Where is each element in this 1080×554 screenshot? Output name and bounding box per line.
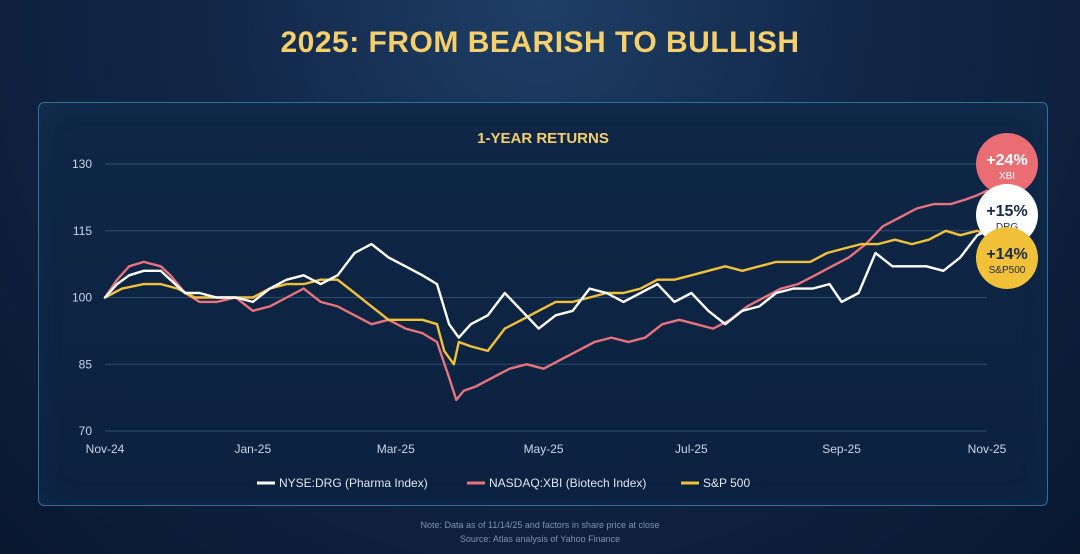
legend-item: NYSE:DRG (Pharma Index) xyxy=(257,476,428,490)
end-badge-name: XBI xyxy=(999,171,1015,182)
end-badge-value: +24% xyxy=(986,152,1027,169)
source-note: Source: Atlas analysis of Yahoo Finance xyxy=(459,534,621,544)
page-title: 2025: FROM BEARISH TO BULLISH xyxy=(280,26,800,59)
chart-panel: 1-YEAR RETURNS 70 85 100 115 130 Nov-24 Jan-25 M… xyxy=(38,102,1048,506)
x-tick-label: Mar-25 xyxy=(377,442,415,456)
line-chart: 1-YEAR RETURNS 70 85 100 115 130 Nov-24 Jan-25 M… xyxy=(72,130,1038,490)
y-tick-label: 100 xyxy=(72,291,92,305)
end-badge-drg: +15%DRG xyxy=(976,184,1038,246)
end-badge-sp500: +14% S&P500 xyxy=(976,227,1038,289)
data-note: Note: Data as of 11/14/25 and factors in… xyxy=(420,520,660,530)
end-badge-circle xyxy=(976,227,1038,289)
series-line-drg xyxy=(103,229,989,339)
end-badge-value: +15% xyxy=(986,203,1027,220)
x-tick-label: Jan-25 xyxy=(234,442,271,456)
end-badge-circle xyxy=(976,133,1038,195)
y-tick-label: 130 xyxy=(72,157,92,171)
end-badge-xbi: +24% XBI xyxy=(976,133,1038,195)
x-tick-label: Nov-24 xyxy=(86,442,125,456)
x-tick-label: May-25 xyxy=(524,442,564,456)
legend-label: NASDAQ:XBI (Biotech Index) xyxy=(489,476,646,490)
legend-label: NYSE:DRG (Pharma Index) xyxy=(279,476,428,490)
y-tick-label: 85 xyxy=(79,357,93,371)
legend-label: S&P 500 xyxy=(703,476,750,490)
x-tick-label: Sep-25 xyxy=(822,442,861,456)
end-badge-value: +14% xyxy=(986,246,1027,263)
chart-title: 1-YEAR RETURNS xyxy=(477,130,609,147)
y-tick-label: 70 xyxy=(79,424,93,438)
end-badge-name: S&P500 xyxy=(989,265,1026,276)
series-line-xbi xyxy=(103,189,989,402)
legend-item: S&P 500 xyxy=(681,476,750,490)
legend-item: NASDAQ:XBI (Biotech Index) xyxy=(467,476,646,490)
y-tick-label: 115 xyxy=(73,224,92,238)
end-badge-circle xyxy=(976,184,1038,246)
x-tick-label: Nov-25 xyxy=(968,442,1007,456)
x-tick-label: Jul-25 xyxy=(675,442,708,456)
